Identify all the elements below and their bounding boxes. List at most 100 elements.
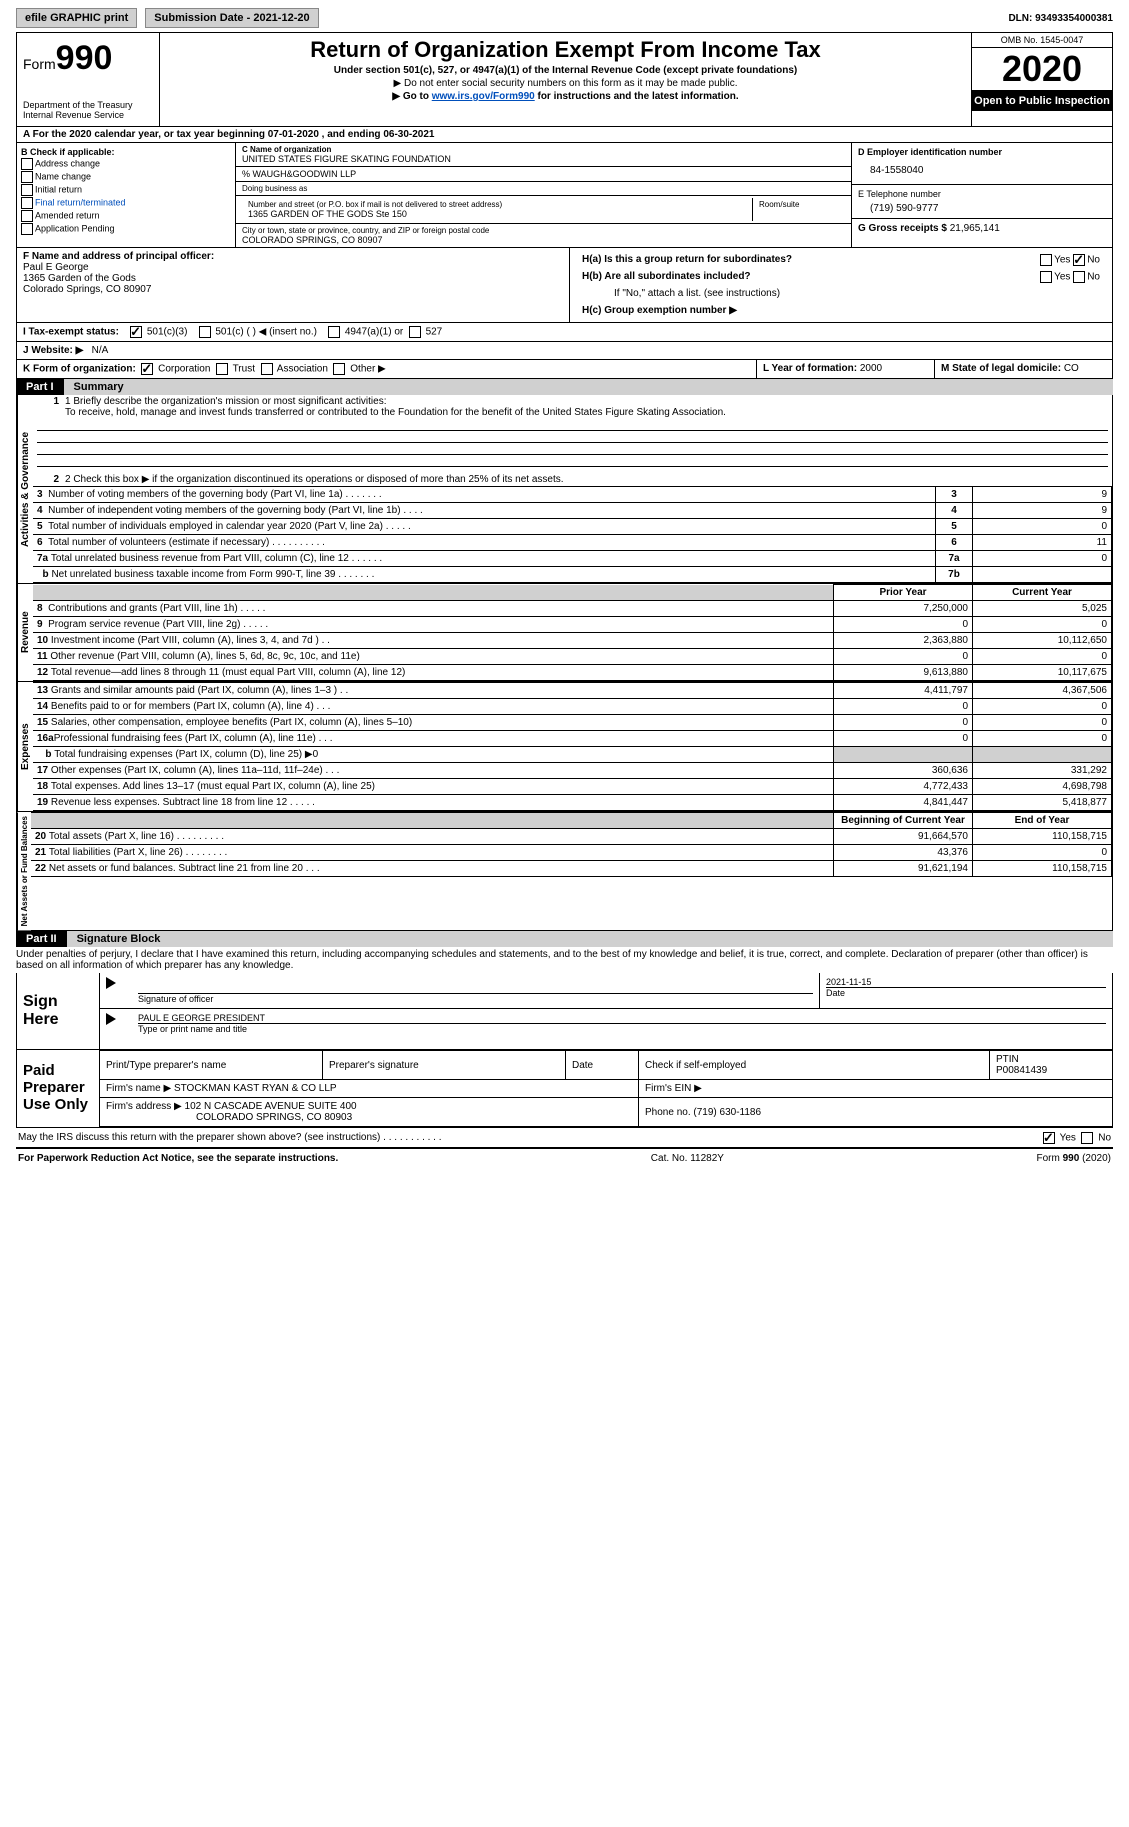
- chk-527[interactable]: [409, 326, 421, 338]
- ein-value: 84-1558040: [858, 157, 1106, 180]
- dln: DLN: 93493354000381: [1008, 13, 1113, 24]
- dba-label: Doing business as: [242, 184, 845, 193]
- section-c: C Name of organizationUNITED STATES FIGU…: [236, 143, 851, 247]
- sign-here-block: Sign Here Signature of officer 2021-11-15…: [16, 973, 1113, 1050]
- officer-addr1: 1365 Garden of the Gods: [23, 273, 563, 284]
- summary-table-1: 3 Number of voting members of the govern…: [33, 486, 1112, 583]
- part2-title: Signature Block: [67, 931, 1113, 947]
- paid-preparer-block: Paid Preparer Use Only Print/Type prepar…: [16, 1050, 1113, 1128]
- chk-other[interactable]: [333, 363, 345, 375]
- top-bar: efile GRAPHIC print Submission Date - 20…: [16, 8, 1113, 28]
- irs-link[interactable]: www.irs.gov/Form990: [432, 91, 535, 102]
- dept-label: Department of the Treasury: [23, 100, 153, 110]
- l1-label: 1 Briefly describe the organization's mi…: [65, 396, 387, 407]
- firm-address: Firm's address ▶ 102 N CASCADE AVENUE SU…: [100, 1098, 639, 1127]
- revenue-table: Prior YearCurrent Year 8 Contributions a…: [33, 584, 1112, 681]
- footer-catno: Cat. No. 11282Y: [651, 1153, 724, 1164]
- tax-year: 2020: [972, 48, 1112, 91]
- room-suite: Room/suite: [753, 198, 845, 221]
- line-2: 22 Check this box ▶ if the organization …: [33, 473, 1112, 486]
- h-c: H(c) Group exemption number ▶: [576, 302, 1106, 319]
- gross-receipts: G Gross receipts $ 21,965,141: [852, 219, 1112, 238]
- officer-typed-name: PAUL E GEORGE PRESIDENT: [138, 1013, 1106, 1023]
- chk-501c[interactable]: [199, 326, 211, 338]
- b-header: B Check if applicable:: [21, 147, 231, 157]
- form-note2: ▶ Go to www.irs.gov/Form990 for instruct…: [168, 91, 963, 102]
- sign-date-label: Date: [826, 987, 1106, 998]
- phone-value: (719) 590-9777: [858, 199, 1106, 214]
- chk-name-change[interactable]: Name change: [21, 171, 231, 183]
- open-inspection: Open to Public Inspection: [972, 91, 1112, 111]
- street-address: 1365 GARDEN OF THE GODS Ste 150: [248, 209, 746, 219]
- part1-header: Part I: [16, 379, 64, 395]
- discuss-line: May the IRS discuss this return with the…: [16, 1128, 1113, 1149]
- side-expenses: Expenses: [17, 682, 33, 811]
- officer-name: Paul E George: [23, 262, 563, 273]
- prep-ptin: PTINP00841439: [990, 1051, 1113, 1080]
- h-b: H(b) Are all subordinates included? Yes …: [576, 268, 1106, 285]
- penalty-text: Under penalties of perjury, I declare th…: [16, 947, 1113, 973]
- netassets-table: Beginning of Current YearEnd of Year 20 …: [31, 812, 1112, 877]
- sig-officer-label: Signature of officer: [138, 994, 813, 1004]
- page-footer: For Paperwork Reduction Act Notice, see …: [16, 1149, 1113, 1168]
- h-a: H(a) Is this a group return for subordin…: [576, 251, 1106, 268]
- chk-discuss-yes[interactable]: [1043, 1132, 1055, 1144]
- chk-501c3[interactable]: [130, 326, 142, 338]
- sign-here-label: Sign Here: [17, 973, 100, 1049]
- arrow-icon: [106, 1013, 116, 1025]
- expenses-table: 13 Grants and similar amounts paid (Part…: [33, 682, 1112, 811]
- ein-label: D Employer identification number: [858, 147, 1106, 157]
- subdate-label: Submission Date -: [154, 12, 253, 24]
- side-activities: Activities & Governance: [17, 395, 33, 583]
- side-netassets: Net Assets or Fund Balances: [17, 812, 31, 930]
- city-label: City or town, state or province, country…: [242, 226, 845, 235]
- footer-left: For Paperwork Reduction Act Notice, see …: [18, 1153, 338, 1164]
- phone-label: E Telephone number: [858, 189, 1106, 199]
- firm-ein: Firm's EIN ▶: [639, 1080, 1113, 1098]
- efile-print-button[interactable]: efile GRAPHIC print: [16, 8, 137, 28]
- org-name: UNITED STATES FIGURE SKATING FOUNDATION: [242, 154, 845, 164]
- prep-name-hdr: Print/Type preparer's name: [100, 1051, 323, 1080]
- arrow-icon: [106, 977, 116, 989]
- line-k: K Form of organization: Corporation Trus…: [17, 360, 756, 378]
- line-m: M State of legal domicile: CO: [934, 360, 1112, 378]
- line-j: J Website: ▶ N/A: [17, 342, 114, 359]
- side-revenue: Revenue: [17, 584, 33, 681]
- care-of: % WAUGH&GOODWIN LLP: [236, 167, 851, 182]
- chk-discuss-no[interactable]: [1081, 1132, 1093, 1144]
- sign-date: 2021-11-15: [826, 977, 1106, 987]
- chk-trust[interactable]: [216, 363, 228, 375]
- c-label: C Name of organization: [242, 145, 845, 154]
- part1-title: Summary: [64, 379, 1113, 395]
- chk-4947[interactable]: [328, 326, 340, 338]
- form-note1: ▶ Do not enter social security numbers o…: [168, 78, 963, 89]
- line-i: I Tax-exempt status: 501(c)(3) 501(c) ( …: [17, 323, 1112, 341]
- chk-address-change[interactable]: Address change: [21, 158, 231, 170]
- chk-final-return[interactable]: Final return/terminated: [21, 197, 231, 209]
- firm-phone: Phone no. (719) 630-1186: [639, 1098, 1113, 1127]
- addr-label: Number and street (or P.O. box if mail i…: [248, 200, 746, 209]
- form-number: Form990: [23, 39, 153, 78]
- prep-selfemp: Check if self-employed: [639, 1051, 990, 1080]
- officer-addr2: Colorado Springs, CO 80907: [23, 284, 563, 295]
- line-a: A For the 2020 calendar year, or tax yea…: [17, 126, 1112, 142]
- irs-label: Internal Revenue Service: [23, 110, 153, 120]
- submission-date-button[interactable]: Submission Date - 2021-12-20: [145, 8, 318, 28]
- subdate-value: 2021-12-20: [253, 12, 309, 24]
- chk-amended[interactable]: Amended return: [21, 210, 231, 222]
- prep-date-hdr: Date: [566, 1051, 639, 1080]
- city-state-zip: COLORADO SPRINGS, CO 80907: [242, 235, 845, 245]
- line-l: L Year of formation: 2000: [756, 360, 934, 378]
- officer-name-label: Type or print name and title: [138, 1023, 1106, 1034]
- footer-right: Form 990 (2020): [1037, 1153, 1111, 1164]
- section-b: B Check if applicable: Address change Na…: [17, 143, 236, 247]
- right-info: D Employer identification number84-15580…: [851, 143, 1112, 247]
- omb-number: OMB No. 1545-0047: [972, 33, 1112, 48]
- chk-initial-return[interactable]: Initial return: [21, 184, 231, 196]
- chk-assoc[interactable]: [261, 363, 273, 375]
- h-b-note: If "No," attach a list. (see instruction…: [576, 285, 1106, 302]
- chk-pending[interactable]: Application Pending: [21, 223, 231, 235]
- chk-corp[interactable]: [141, 363, 153, 375]
- paid-preparer-label: Paid Preparer Use Only: [17, 1050, 100, 1127]
- part2-header: Part II: [16, 931, 67, 947]
